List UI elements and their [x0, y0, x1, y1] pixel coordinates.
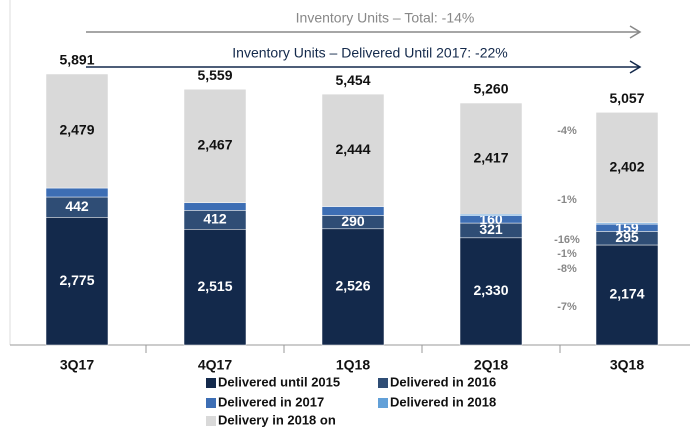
change-annotation: -8%: [557, 263, 577, 275]
total-label: 5,057: [609, 90, 644, 106]
x-tick-label: 2Q18: [474, 357, 508, 373]
legend-swatch: [378, 398, 388, 408]
legend-swatch: [206, 416, 216, 426]
change-annotation: -16%: [554, 234, 580, 246]
value-label: 2,515: [197, 278, 232, 294]
bar-segment: [459, 237, 523, 346]
value-label: 2,444: [335, 141, 370, 157]
legend-label: Delivered in 2016: [390, 374, 496, 389]
bar-segment: [45, 73, 109, 189]
legend-swatch: [378, 378, 388, 388]
bar-segment: [321, 93, 385, 207]
x-tick-label: 4Q17: [198, 357, 232, 373]
value-label: 321: [479, 221, 503, 237]
value-label: 2,467: [197, 137, 232, 153]
legend-label: Delivered until 2015: [218, 374, 340, 389]
value-label: 295: [615, 229, 639, 245]
bar-segment: [183, 89, 247, 204]
legend-label: Delivery in 2018 on: [218, 412, 336, 427]
legend-swatch: [206, 398, 216, 408]
total-arrow-label: Inventory Units – Total: -14%: [296, 10, 475, 26]
value-label: 2,479: [59, 122, 94, 138]
delivered-arrow-label: Inventory Units – Delivered Until 2017: …: [232, 45, 507, 61]
value-label: 2,775: [59, 272, 94, 288]
change-annotation: -7%: [557, 301, 577, 313]
value-label: 2,402: [609, 158, 644, 174]
value-label: 290: [341, 213, 365, 229]
bar-segment: [183, 202, 247, 211]
total-label: 5,891: [59, 52, 94, 68]
bar-segment: [321, 228, 385, 346]
value-label: 412: [203, 211, 227, 227]
bar-segment: [595, 112, 659, 224]
value-label: 2,417: [473, 149, 508, 165]
bar-segment: [183, 229, 247, 346]
value-label: 2,330: [473, 282, 508, 298]
legend-label: Delivered in 2017: [218, 394, 324, 409]
delivered-arrow-head: [629, 60, 642, 74]
change-annotation: -1%: [557, 194, 577, 206]
total-label: 5,260: [473, 81, 508, 97]
change-annotation: -4%: [557, 125, 577, 137]
change-annotation: -1%: [557, 248, 577, 260]
legend-label: Delivered in 2018: [390, 394, 496, 409]
bar-segment: [321, 206, 385, 216]
total-label: 5,454: [335, 72, 370, 88]
value-label: 2,174: [609, 286, 644, 302]
x-tick-label: 1Q18: [336, 357, 370, 373]
bar-segment: [595, 244, 659, 346]
legend-swatch: [206, 378, 216, 388]
bar-segment: [459, 102, 523, 215]
bar-segment: [45, 187, 109, 198]
total-label: 5,559: [197, 67, 232, 83]
value-label: 2,526: [335, 278, 370, 294]
x-tick-label: 3Q17: [60, 357, 94, 373]
total-arrow-head: [629, 25, 642, 39]
x-tick-label: 3Q18: [610, 357, 644, 373]
value-label: 442: [65, 198, 89, 214]
